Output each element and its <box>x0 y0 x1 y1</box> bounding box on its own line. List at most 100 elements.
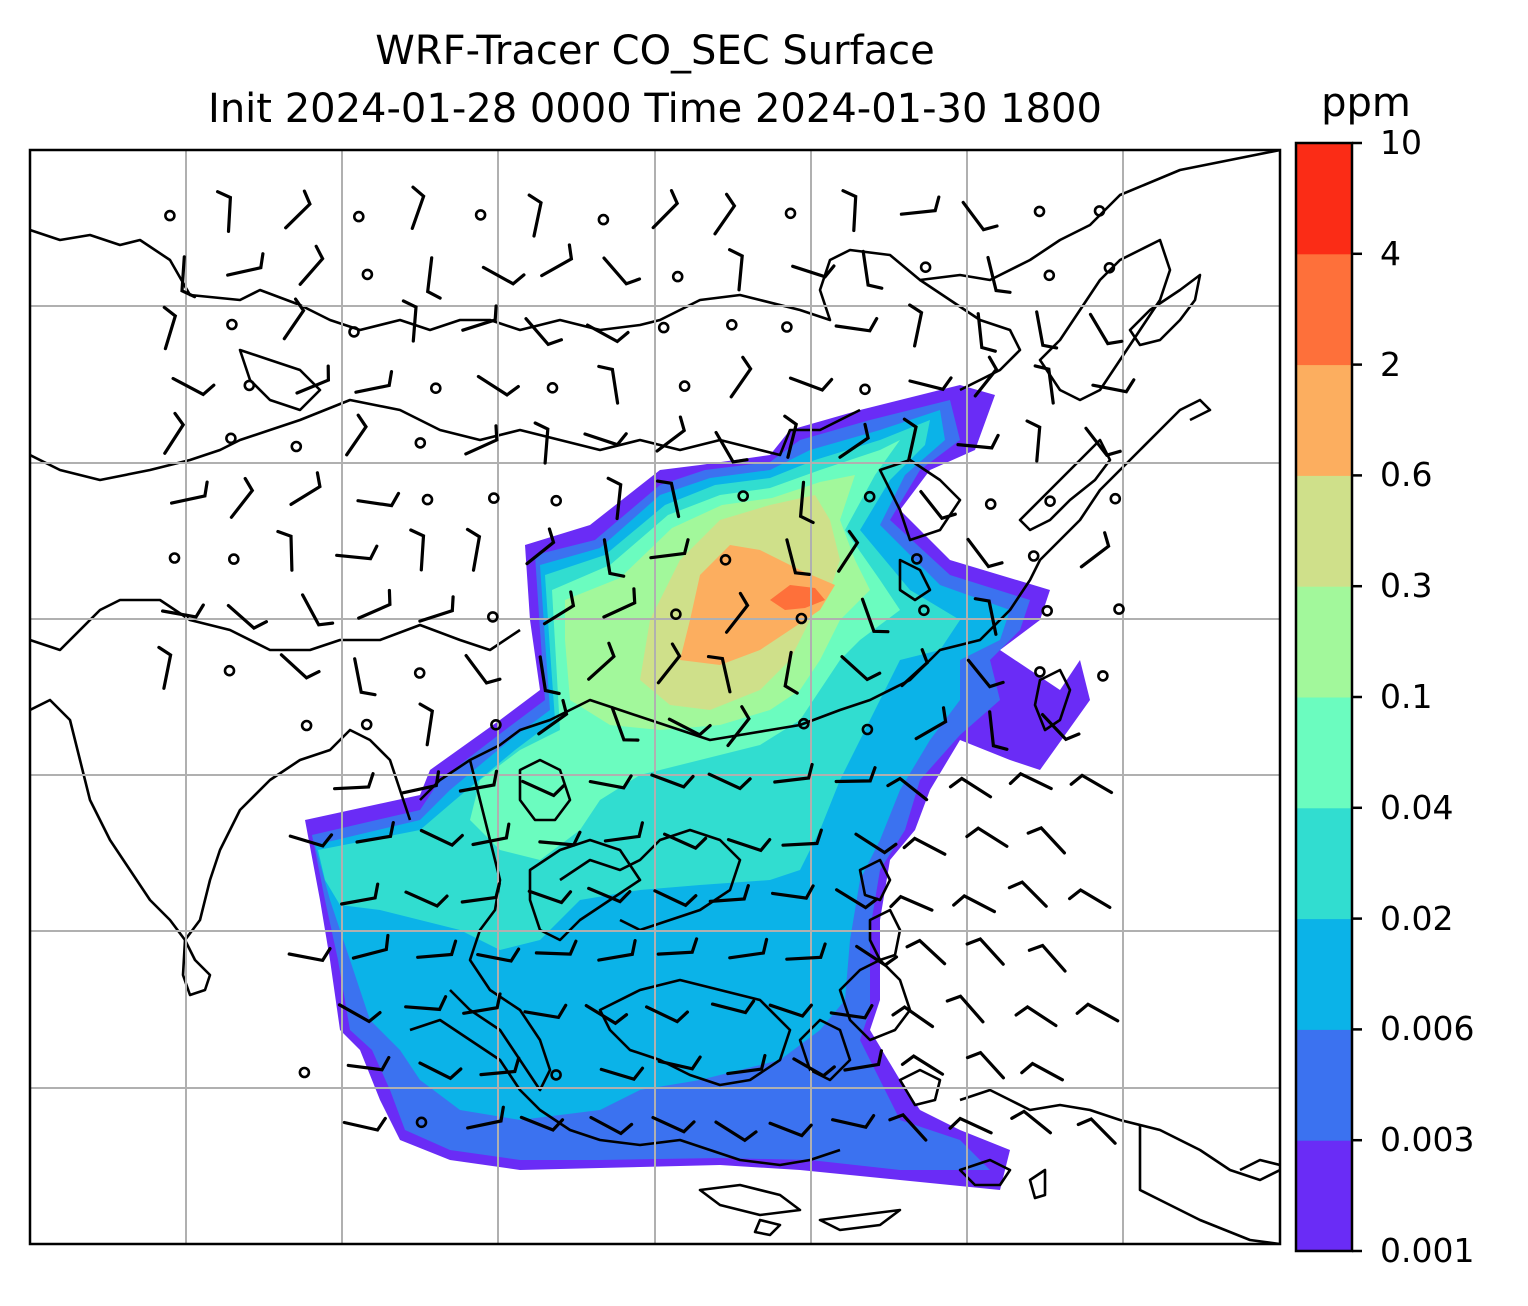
calm-wind-marker <box>1033 205 1046 218</box>
wind-barb <box>710 999 756 1015</box>
calm-wind-marker <box>861 723 874 736</box>
field-band-7 <box>680 545 835 665</box>
calm-wind-marker <box>550 1069 562 1081</box>
wind-barb <box>788 376 834 392</box>
wind-barb <box>356 491 401 508</box>
colorbar-tick-label: 0.001 <box>1380 1231 1475 1270</box>
wind-barb <box>902 836 947 856</box>
wind-barb <box>785 538 811 576</box>
wind-barb <box>831 1114 876 1130</box>
wind-barb <box>425 256 442 300</box>
wind-barb <box>792 1057 836 1078</box>
wind-barb <box>1075 1002 1120 1023</box>
wind-barb <box>401 770 441 795</box>
wind-barb <box>521 779 566 798</box>
wind-barb <box>976 312 997 353</box>
wind-barb <box>279 653 321 680</box>
wind-barb <box>464 424 499 456</box>
wind-barb <box>908 376 953 392</box>
calm-wind-marker <box>429 382 442 395</box>
calm-wind-marker <box>657 321 670 334</box>
wind-barb <box>342 1116 387 1132</box>
wind-barb <box>588 774 633 790</box>
calm-wind-marker <box>781 321 793 333</box>
wind-barb <box>216 190 233 233</box>
wind-barb <box>1010 1109 1052 1135</box>
wind-barb <box>409 528 426 572</box>
calm-wind-marker <box>290 440 303 453</box>
wind-barb <box>1091 378 1136 394</box>
wind-barb <box>798 480 815 525</box>
wind-barb <box>834 766 877 784</box>
wind-barb <box>655 415 687 453</box>
wind-barb <box>783 650 799 695</box>
wind-barb <box>965 1050 1005 1080</box>
wind-barb <box>948 776 993 799</box>
wind-barb <box>416 939 458 959</box>
colorbar-segment <box>1296 918 1352 1030</box>
colorbar-tick-label: 0.1 <box>1380 677 1433 716</box>
calm-wind-marker <box>1097 670 1109 682</box>
wind-barb <box>157 645 173 690</box>
wind-barb <box>886 776 929 802</box>
wind-barb <box>651 1116 696 1134</box>
wind-barb <box>914 706 948 741</box>
wind-barb <box>965 826 1009 848</box>
wind-barb <box>540 243 574 278</box>
wind-barb <box>649 538 690 560</box>
wind-barb <box>460 882 501 904</box>
wind-barb <box>537 698 569 736</box>
wind-barb <box>295 364 331 395</box>
colorbar-segment <box>1296 253 1352 366</box>
calm-wind-marker <box>797 717 810 730</box>
wind-barb <box>1079 531 1111 569</box>
calm-wind-marker <box>795 612 808 625</box>
wind-barb <box>289 471 322 506</box>
wind-barb <box>707 772 752 791</box>
wind-barb <box>829 1004 874 1020</box>
wind-barb <box>841 189 858 233</box>
calm-wind-marker <box>243 379 256 392</box>
wind-barb <box>538 655 561 696</box>
wind-barb <box>945 994 985 1024</box>
wind-barb <box>855 944 899 968</box>
wind-barb <box>888 1113 928 1142</box>
wind-barb <box>1040 713 1081 742</box>
wind-barb <box>961 200 999 232</box>
colorbar <box>1296 141 1362 1253</box>
wind-barb <box>653 889 698 908</box>
wind-barb <box>891 1005 935 1029</box>
calm-wind-marker <box>984 498 997 510</box>
wind-barb <box>418 702 435 747</box>
wind-barb <box>783 414 799 459</box>
wind-barb <box>889 894 934 912</box>
wind-barb <box>905 938 947 966</box>
wind-barb <box>471 822 511 847</box>
colorbar-segment <box>1296 1140 1352 1252</box>
wind-barb <box>464 654 502 685</box>
wind-barb <box>791 264 836 279</box>
wind-barb <box>351 933 390 960</box>
calm-wind-marker <box>414 437 427 449</box>
wind-barb <box>161 603 205 619</box>
calm-wind-marker <box>486 611 499 623</box>
calm-wind-marker <box>719 553 732 566</box>
wind-barb <box>355 821 395 844</box>
wind-barb <box>1084 426 1122 458</box>
map-frame <box>28 148 1282 1246</box>
wind-barb <box>587 641 616 681</box>
wind-barb <box>301 593 335 627</box>
wind-barb <box>583 432 628 447</box>
wind-barb <box>965 937 1005 966</box>
wind-barb <box>785 942 827 961</box>
wind-barb <box>162 305 178 351</box>
wind-barb <box>1026 826 1066 855</box>
calm-wind-marker <box>413 667 426 679</box>
wind-barb <box>948 1116 993 1135</box>
wind-barb <box>1027 943 1067 973</box>
calm-wind-marker <box>670 608 682 621</box>
wind-barb <box>354 370 394 394</box>
wind-barb <box>837 529 860 573</box>
chart-title: WRF-Tracer CO_SEC Surface <box>375 28 935 74</box>
colorbar-segment <box>1296 475 1352 587</box>
